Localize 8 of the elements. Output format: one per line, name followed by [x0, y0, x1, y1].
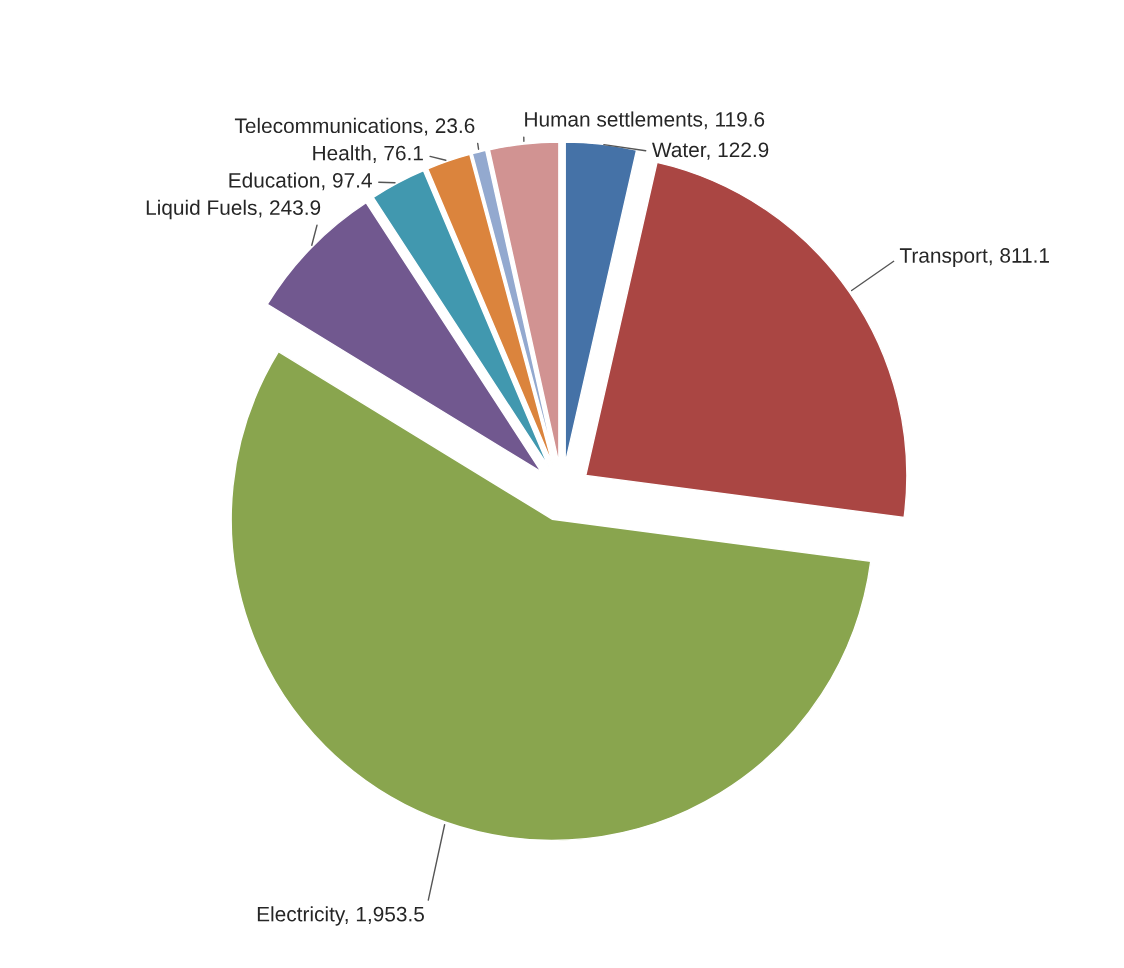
slice-label: Health, 76.1	[313, 145, 423, 163]
slice-label: Transport, 811.1	[899, 248, 1049, 267]
slice-label: Human settlements, 119.6	[525, 111, 765, 130]
slice-label: Electricity, 1,953.5	[257, 906, 424, 926]
slice-label: Education, 97.4	[229, 172, 372, 191]
slice-label: Water, 122.9	[652, 142, 769, 160]
slice-label: Telecommunications, 23.6	[234, 117, 475, 136]
slice-label: Liquid Fuels, 243.9	[146, 199, 321, 220]
